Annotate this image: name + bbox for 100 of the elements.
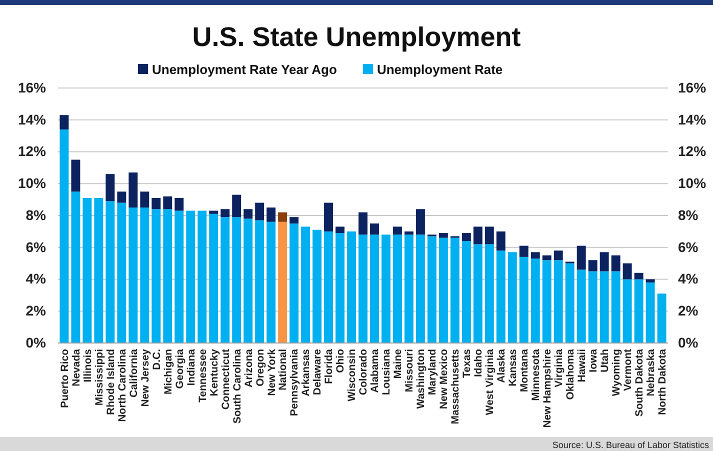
- x-tick-label: Washington: [415, 349, 428, 409]
- bar: [186, 210, 196, 343]
- x-tick-label: Ohio: [334, 349, 347, 373]
- y2-tick-label: 14%: [678, 111, 707, 128]
- bar: [128, 208, 138, 343]
- x-tick-label: New Hampshire: [542, 348, 554, 428]
- y2-tick-label: 6%: [678, 238, 699, 255]
- bar: [462, 233, 471, 241]
- x-tick-label: Kansas: [507, 348, 520, 386]
- x-tick-label: Tennessee: [196, 348, 209, 402]
- bar: [266, 222, 276, 343]
- bar: [392, 234, 402, 343]
- x-tick-label: North Carolina: [116, 348, 128, 422]
- bar: [462, 241, 471, 343]
- bar: [622, 279, 632, 343]
- x-tick-label: North Dakota: [656, 348, 668, 415]
- bar: [163, 209, 172, 343]
- x-tick-label: Wisconsin: [346, 349, 358, 402]
- bar: [392, 226, 402, 235]
- bar: [565, 263, 574, 343]
- bar: [60, 115, 69, 130]
- x-tick-label: Maryland: [426, 349, 439, 396]
- x-tick-label: Lousiana: [380, 348, 393, 396]
- x-tick-label: Texas: [461, 348, 474, 378]
- bar: [519, 246, 528, 257]
- bar: [209, 210, 218, 214]
- bar: [519, 256, 528, 343]
- bar: [588, 260, 598, 272]
- bar: [324, 231, 334, 343]
- x-tick-label: Montana: [518, 348, 531, 392]
- x-tick-label: Alabama: [369, 348, 382, 393]
- y-tick-label: 8%: [26, 206, 47, 223]
- bar: [554, 260, 563, 343]
- bar: [438, 233, 448, 238]
- bar: [232, 194, 242, 218]
- y2-tick-label: 16%: [678, 79, 707, 96]
- x-tick-label: New Mexico: [438, 349, 450, 410]
- x-tick-label: Connecticut: [220, 348, 232, 410]
- bar: [71, 160, 80, 192]
- bar: [163, 196, 172, 210]
- bar: [117, 192, 126, 203]
- source-note: Source: U.S. Bureau of Labor Statistics: [552, 440, 710, 450]
- bar: [347, 231, 356, 343]
- bar: [542, 255, 552, 260]
- bar: [657, 294, 666, 343]
- x-tick-label: Missouri: [404, 348, 416, 392]
- bar: [370, 223, 379, 235]
- bar: [140, 192, 150, 208]
- x-tick-label: West Virginia: [484, 348, 496, 416]
- bar: [244, 218, 253, 343]
- chart-title: U.S. State Unemployment: [192, 22, 521, 52]
- bar: [209, 214, 218, 343]
- bar: [278, 222, 288, 343]
- x-tick-label: Michigan: [162, 349, 174, 395]
- x-tick-label: Arkansas: [300, 348, 312, 396]
- bar: [622, 263, 632, 280]
- bar: [82, 198, 92, 343]
- y-tick-label: 16%: [18, 79, 47, 96]
- x-tick-label: Wyoming: [610, 349, 622, 396]
- bar: [232, 217, 242, 343]
- bar: [94, 198, 104, 343]
- x-tick-label: National: [277, 348, 290, 390]
- x-tick-label: Minnesota: [530, 348, 542, 401]
- bar: [174, 198, 184, 211]
- bar: [542, 260, 552, 343]
- bar: [336, 226, 344, 234]
- bar: [508, 252, 517, 343]
- y2-tick-label: 4%: [678, 270, 699, 287]
- bar: [416, 209, 425, 235]
- x-tick-label: Georgia: [174, 348, 186, 389]
- bar: [484, 244, 494, 343]
- bar: [646, 282, 655, 343]
- bar: [152, 209, 161, 343]
- bar: [370, 234, 379, 343]
- x-tick-label: Illinois: [82, 348, 94, 382]
- bar: [140, 208, 150, 343]
- bar: [588, 271, 598, 343]
- bar: [278, 212, 288, 222]
- x-tick-label: New Jersey: [139, 348, 152, 407]
- y2-tick-label: 8%: [678, 206, 699, 223]
- x-tick-label: Kentucky: [208, 348, 220, 396]
- bar: [60, 129, 69, 343]
- y2-tick-label: 12%: [678, 143, 707, 160]
- x-tick-label: Iowa: [588, 348, 600, 372]
- y2-tick-label: 0%: [678, 334, 699, 350]
- bar: [255, 202, 264, 220]
- x-tick-label: Vermont: [622, 348, 634, 392]
- bar: [71, 192, 80, 343]
- bar: [266, 208, 276, 222]
- x-tick-label: D.C.: [150, 348, 163, 370]
- bar: [404, 234, 414, 343]
- x-tick-label: Mississippi: [93, 348, 106, 406]
- bar: [646, 279, 655, 282]
- bar: [358, 212, 368, 235]
- bar: [220, 209, 230, 218]
- x-tick-label: Hawaii: [576, 348, 588, 382]
- bar: [128, 172, 138, 208]
- x-tick-label: Colorado: [358, 349, 370, 396]
- bar: [634, 272, 644, 280]
- bar: [450, 238, 460, 343]
